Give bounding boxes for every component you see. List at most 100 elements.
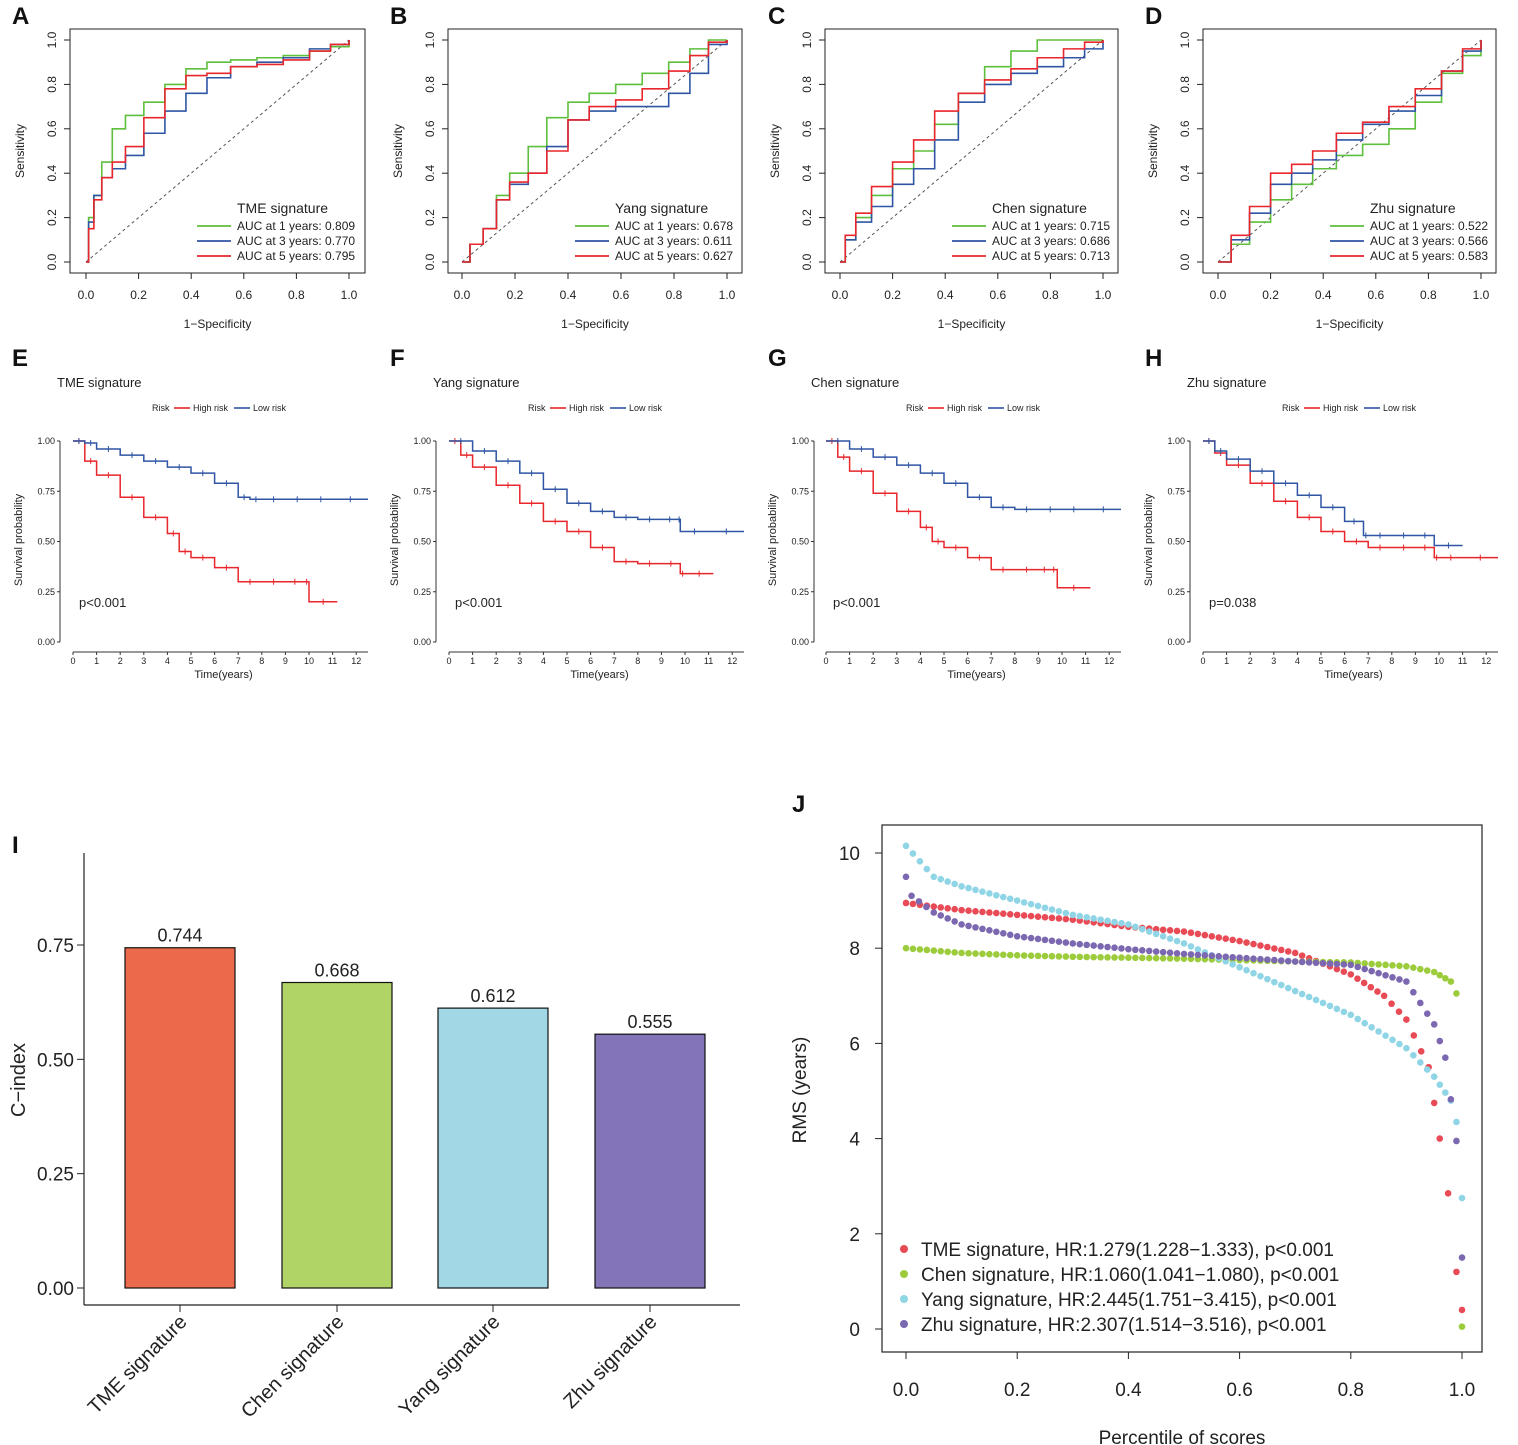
- x-axis-label: Percentile of scores: [1099, 1428, 1266, 1445]
- data-point: [944, 905, 951, 912]
- km-curve-low-risk: [1203, 440, 1463, 547]
- data-point: [1152, 954, 1160, 962]
- x-tick-label: 0.8: [1042, 288, 1059, 302]
- series-tme: [902, 899, 1466, 1314]
- data-point: [1375, 1028, 1382, 1035]
- data-point: [1340, 1008, 1348, 1016]
- legend-entry: Yang signature, HR:2.445(1.751−3.415), p…: [921, 1290, 1337, 1311]
- data-point: [1132, 946, 1139, 954]
- y-tick-label: 2: [849, 1225, 860, 1246]
- y-tick-label: 6: [849, 1034, 860, 1055]
- x-axis-label: 1−Specificity: [184, 317, 252, 331]
- data-point: [1000, 930, 1007, 937]
- data-point: [1354, 963, 1362, 971]
- roc-curve-5-years: [86, 40, 350, 263]
- y-tick-label: 0.50: [791, 537, 809, 547]
- legend-dot: [900, 1270, 908, 1278]
- legend-dot: [900, 1320, 908, 1328]
- data-point: [965, 884, 972, 892]
- data-point: [958, 883, 965, 890]
- data-point: [1027, 934, 1035, 942]
- data-point: [972, 908, 979, 915]
- data-point: [1250, 940, 1257, 948]
- x-tick-label: 0: [1200, 656, 1205, 666]
- x-tick-label: 4: [541, 656, 546, 666]
- data-point: [1447, 978, 1455, 985]
- data-point: [1444, 1190, 1452, 1197]
- y-tick-label: 0.2: [45, 209, 59, 226]
- data-point: [1453, 1118, 1460, 1126]
- data-point: [1076, 953, 1084, 961]
- data-point: [1069, 911, 1077, 919]
- data-point: [958, 949, 965, 957]
- x-tick-label: 7: [236, 656, 241, 666]
- data-point: [1375, 961, 1382, 968]
- x-tick-label: 2: [494, 656, 499, 666]
- km-curve-high-risk: [826, 440, 1091, 589]
- data-point: [1000, 951, 1007, 959]
- data-point: [1166, 927, 1174, 934]
- data-point: [1354, 1015, 1362, 1023]
- x-tick-label: 11: [328, 656, 337, 666]
- data-point: [1034, 935, 1042, 943]
- data-point: [1382, 1032, 1389, 1039]
- data-point: [1436, 1135, 1444, 1142]
- data-point: [1159, 933, 1167, 940]
- legend-entry: AUC at 1 years: 0.678: [615, 219, 733, 233]
- data-point: [1006, 951, 1014, 959]
- data-point: [1215, 952, 1223, 960]
- legend-entry-low: Low risk: [629, 403, 663, 413]
- data-point: [902, 873, 910, 881]
- data-point: [1180, 940, 1188, 947]
- data-point: [1278, 981, 1285, 989]
- x-tick-label: 0.2: [507, 288, 524, 302]
- data-point: [1367, 983, 1375, 991]
- y-tick-label: 1.00: [37, 436, 55, 446]
- legend-entry: AUC at 3 years: 0.770: [237, 234, 355, 248]
- bar-value-label: 0.555: [627, 1012, 672, 1032]
- y-tick-label: 0.8: [423, 76, 437, 93]
- data-point: [1347, 971, 1355, 978]
- data-point: [1236, 937, 1243, 945]
- x-tick-label: 0.8: [666, 288, 683, 302]
- data-point: [1132, 954, 1139, 962]
- y-tick-label: 0.00: [1167, 637, 1185, 647]
- survival-plot-f: Yang signature Risk High risk Low risk 0.00 0…: [389, 375, 744, 681]
- y-tick-label: 1.00: [1167, 436, 1185, 446]
- x-tick-label: 1: [94, 656, 99, 666]
- x-tick-label: Yang signature: [395, 1311, 505, 1421]
- legend-entry-high: High risk: [569, 403, 605, 413]
- legend-title: Zhu signature: [1370, 200, 1456, 216]
- x-tick-label: 0.0: [454, 288, 471, 302]
- data-point: [951, 905, 958, 913]
- data-point: [937, 904, 945, 911]
- x-tick-label: 0.8: [1338, 1380, 1364, 1401]
- legend-entry: AUC at 1 years: 0.522: [1370, 219, 1488, 233]
- y-tick-label: 0.0: [1178, 253, 1192, 270]
- legend-entry: AUC at 5 years: 0.713: [992, 249, 1110, 263]
- data-point: [1305, 959, 1313, 966]
- legend-entry-low: Low risk: [253, 403, 287, 413]
- x-axis-label: Time(years): [947, 669, 1005, 681]
- x-tick-label: 0.4: [560, 288, 577, 302]
- data-point: [1159, 926, 1167, 934]
- data-point: [1027, 900, 1035, 908]
- data-point: [1257, 955, 1264, 963]
- data-point: [1312, 959, 1320, 967]
- survival-plot-e: TME signature Risk High risk Low risk 0.00 0.…: [13, 375, 368, 681]
- x-tick-label: 0.8: [288, 288, 305, 302]
- legend-title: Chen signature: [992, 200, 1087, 216]
- data-point: [1173, 927, 1181, 935]
- data-point: [1118, 919, 1125, 927]
- data-point: [1048, 914, 1056, 922]
- data-point: [1159, 955, 1167, 962]
- x-tick-label: 2: [871, 656, 876, 666]
- data-point: [915, 898, 923, 905]
- data-point: [1152, 930, 1160, 938]
- data-point: [1208, 952, 1216, 960]
- panel-letter-h: H: [1145, 345, 1162, 372]
- data-point: [1027, 952, 1035, 959]
- data-point: [1034, 902, 1042, 910]
- data-point: [993, 928, 1000, 936]
- roc-plot-d: 0.0 0.0 0.2 0.2 0.4 0.4 0.6 0.6 0.8 0.8 1.0 1.0 1−Sp…: [1146, 28, 1497, 331]
